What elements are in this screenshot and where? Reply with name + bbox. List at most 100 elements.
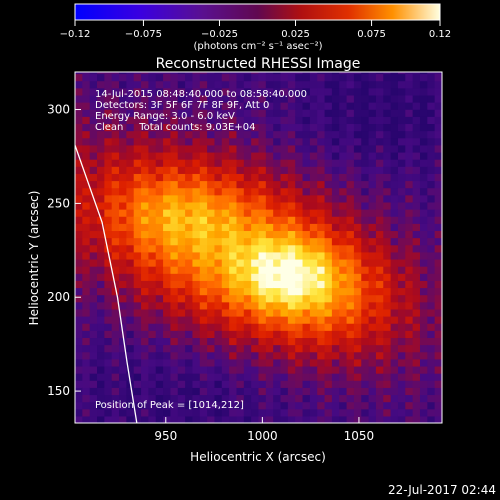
heatmap-cell [280,151,289,160]
heatmap-cell [133,201,142,210]
heatmap-cell [177,166,186,174]
heatmap-cell [75,180,83,189]
heatmap-cell [295,294,304,303]
heatmap-cell [331,273,340,281]
heatmap-cell [419,102,428,110]
heatmap-cell [442,188,450,196]
heatmap-cell [317,358,326,367]
heatmap-cell [317,159,326,167]
heatmap-cell [375,301,384,310]
heatmap-cell [331,330,340,339]
heatmap-cell [412,244,421,253]
heatmap-cell [229,344,238,353]
heatmap-cell [346,351,355,360]
heatmap-cell [111,394,120,403]
heatmap-cell [287,116,296,125]
heatmap-cell [309,287,318,296]
heatmap-cell [258,316,267,324]
heatmap-cell [324,87,333,96]
heatmap-cell [97,308,105,317]
heatmap-cell [177,144,186,153]
heatmap-cell [119,144,127,153]
heatmap-cell [133,137,142,146]
heatmap-cell [126,180,135,189]
heatmap-cell [199,151,208,160]
heatmap-cell [397,373,406,381]
heatmap-cell [287,94,296,103]
heatmap-cell [346,72,355,75]
heatmap-cell [185,73,194,82]
heatmap-cell [126,187,135,196]
heatmap-cell [243,72,252,75]
heatmap-cell [258,166,267,174]
heatmap-cell [442,209,450,217]
heatmap-cell [265,230,274,239]
heatmap-cell [375,316,384,324]
heatmap-cell [295,166,304,174]
heatmap-cell [295,159,304,167]
heatmap-cell [434,294,442,303]
heatmap-cell [141,287,149,296]
heatmap-cell [339,87,348,96]
heatmap-cell [199,323,208,331]
heatmap-cell [251,365,260,374]
heatmap-cell [75,116,83,125]
heatmap-cell [148,173,157,182]
heatmap-cell [317,365,326,374]
heatmap-cell [82,401,91,410]
heatmap-cell [339,73,348,82]
heatmap-cell [199,316,208,324]
heatmap-cell [265,301,274,310]
heatmap-cell [133,159,142,167]
heatmap-cell [97,173,105,182]
heatmap-cell [273,73,282,82]
heatmap-cell [133,130,142,139]
heatmap-cell [119,344,127,353]
heatmap-cell [302,173,311,182]
heatmap-cell [119,137,127,146]
heatmap-cell [302,102,311,110]
heatmap-cell [302,237,311,246]
heatmap-cell [302,365,311,374]
heatmap-cell [89,251,98,260]
heatmap-cell [104,380,113,388]
heatmap-cell [383,201,392,210]
heatmap-cell [368,280,377,289]
heatmap-cell [141,80,149,89]
heatmap-cell [317,80,326,89]
heatmap-cell [258,337,267,346]
heatmap-cell [434,187,442,196]
heatmap-cell [251,166,260,174]
heatmap-cell [412,358,421,367]
heatmap-cell [229,151,238,160]
heatmap-cell [89,180,98,189]
heatmap-cell [317,266,326,274]
heatmap-cell [163,80,172,89]
heatmap-cell [236,187,245,196]
heatmap-cell [97,266,105,274]
heatmap-cell [287,387,296,396]
heatmap-cell [397,116,406,125]
heatmap-cell [229,144,238,153]
heatmap-cell [353,287,362,296]
heatmap-cell [221,316,230,324]
heatmap-cell [419,258,428,267]
heatmap-cell [82,159,91,167]
heatmap-cell [361,72,370,75]
heatmap-cell [214,415,223,423]
heatmap-cell [331,72,340,75]
heatmap-cell [104,72,113,75]
heatmap-cell [331,344,340,353]
heatmap-cell [419,173,428,182]
heatmap-cell [442,402,450,410]
heatmap-cell [163,180,172,189]
heatmap-cell [353,123,362,132]
heatmap-cell [353,102,362,110]
heatmap-cell [251,151,260,160]
heatmap-cell [361,123,370,132]
heatmap-cell [82,194,91,203]
heatmap-cell [126,394,135,403]
heatmap-cell [243,73,252,82]
heatmap-cell [405,394,414,403]
heatmap-cell [412,137,421,146]
